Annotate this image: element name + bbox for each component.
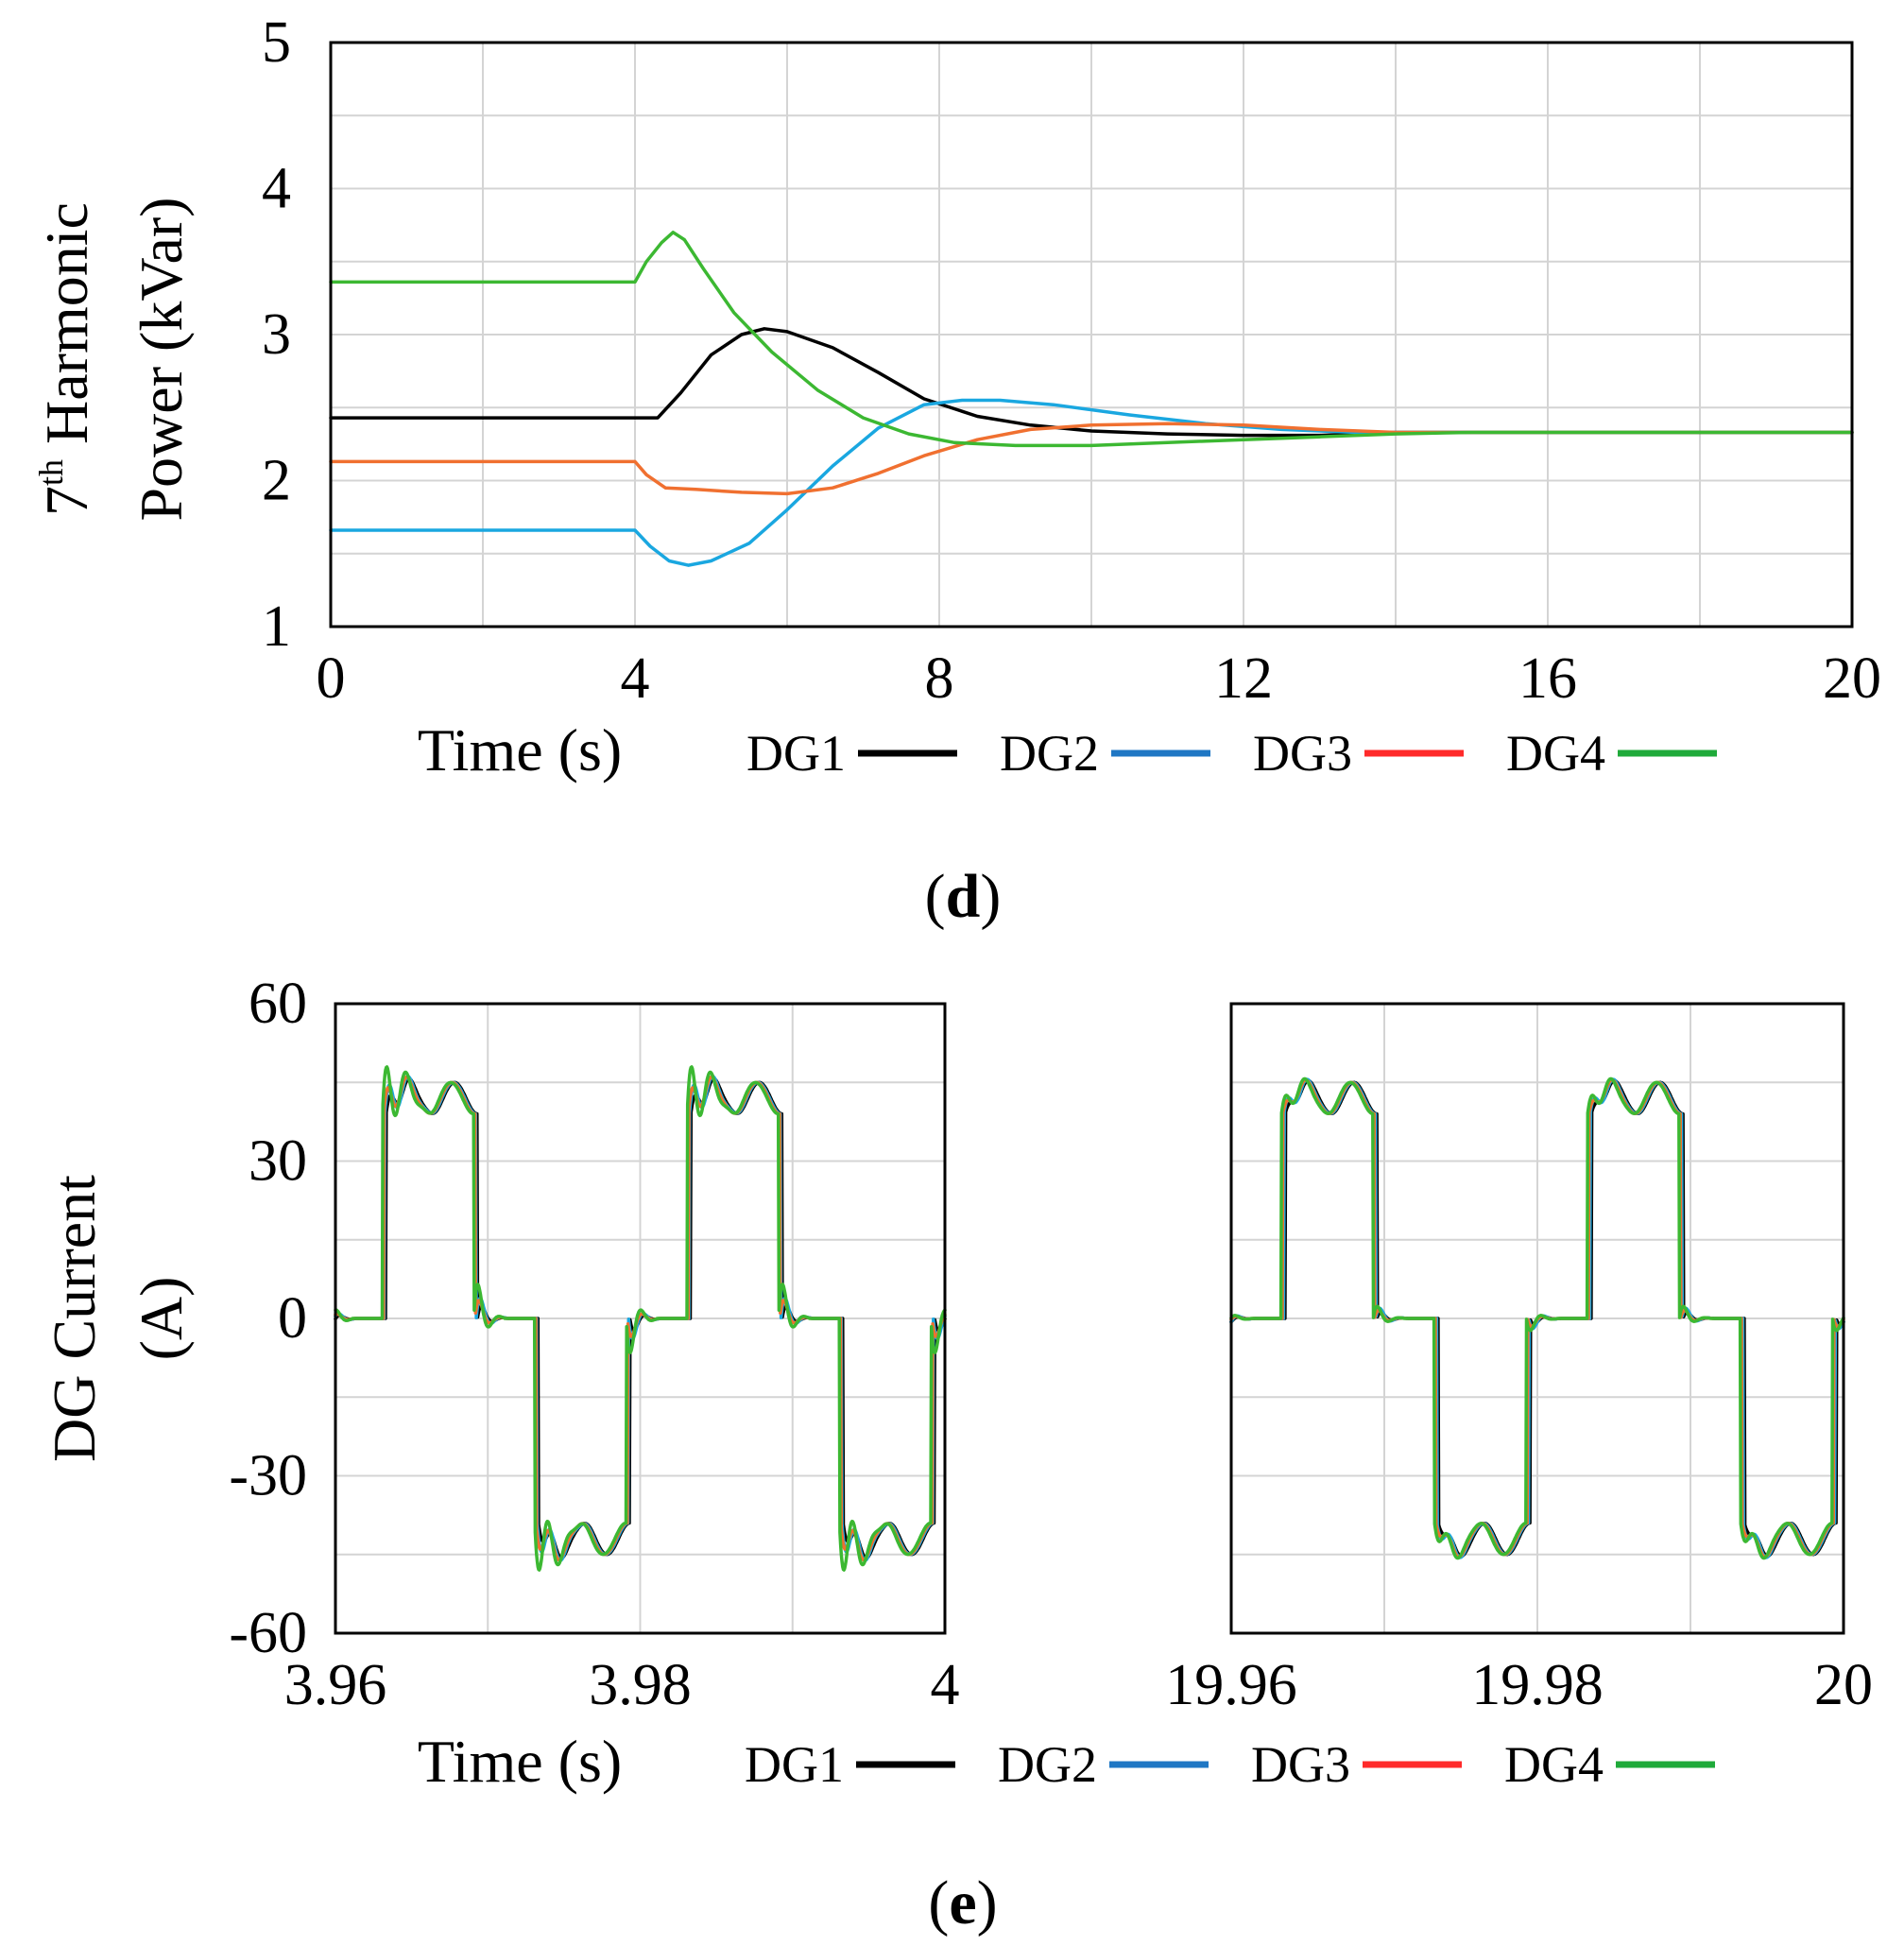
- panel-e-series-dg4: [334, 1065, 947, 1572]
- legend-label-dg3: DG3: [1251, 1736, 1350, 1793]
- panel-d-xtick: 8: [925, 646, 954, 711]
- legend-label-dg1: DG1: [745, 1736, 844, 1793]
- panel-d-ytick: 2: [262, 449, 291, 513]
- panel-e-left-series: [334, 1065, 947, 1572]
- panel-d-series-dg4: [329, 231, 1854, 448]
- panel-e-ylabel-line2: (A): [128, 1277, 195, 1361]
- panel-d-ylabel-rest: Harmonic: [33, 202, 100, 459]
- panel-d-xtick: 0: [317, 646, 346, 711]
- panel-e-ytick: -30: [229, 1444, 307, 1508]
- panel-d-plot-frame: [329, 41, 1854, 629]
- panel-e-left-plot-frame: [334, 1002, 947, 1635]
- panel-d-ylabel-line2: Power (kVar): [128, 198, 195, 522]
- panel-d-legend: DG1 DG2 DG3 DG4: [746, 725, 1717, 782]
- panel-e-right-series: [1229, 1076, 1845, 1560]
- panel-e-right-ticks: 19.96 19.98 20: [1165, 1653, 1873, 1717]
- panel-e-xtick: 3.98: [589, 1653, 692, 1717]
- panel-d-ylabel-num: 7: [33, 486, 100, 516]
- panel-d-series-dg2: [329, 398, 1854, 567]
- panel-e-left-ticks: 3.96 3.98 4 60 30 0 -30 -60: [229, 972, 959, 1717]
- panel-e-xtick: 4: [931, 1653, 960, 1717]
- panel-e-xtick: 19.98: [1471, 1653, 1604, 1717]
- panel-e-ylabel-line1: DG Current: [41, 1175, 108, 1462]
- legend-label-dg2: DG2: [998, 1736, 1097, 1793]
- caption-e-letter: e: [949, 1869, 976, 1937]
- panel-d-ytick: 5: [262, 10, 291, 75]
- panel-e-legend: DG1 DG2 DG3 DG4: [745, 1736, 1715, 1793]
- panel-e-xtick: 3.96: [284, 1653, 387, 1717]
- panel-d-xtick: 20: [1823, 646, 1881, 711]
- caption-d: (d): [925, 862, 1002, 931]
- panel-e-ytick: 0: [278, 1286, 307, 1351]
- caption-e: (e): [928, 1869, 997, 1937]
- panel-e-series-dg4: [1229, 1076, 1845, 1560]
- panel-d-ytick: 4: [262, 157, 291, 221]
- panel-d-ylabel-sup: th: [32, 459, 70, 486]
- legend-label-dg2: DG2: [1000, 725, 1099, 782]
- panel-d-ytick: 3: [262, 302, 291, 367]
- panel-e-xtick: 19.96: [1165, 1653, 1297, 1717]
- panel-d-grid: [331, 43, 1852, 627]
- panel-d-series: [329, 231, 1854, 567]
- panel-e-dg-current: 3.96 3.98 4 60 30 0 -30 -60 19.96 19.98 20 DG Cur…: [41, 972, 1873, 1937]
- panel-e-xtick: 20: [1814, 1653, 1873, 1717]
- panel-d-xtick: 4: [621, 646, 650, 711]
- legend-label-dg3: DG3: [1253, 725, 1352, 782]
- panel-d-xlabel: Time (s): [418, 716, 622, 784]
- panel-e-ytick: -60: [229, 1601, 307, 1665]
- caption-d-letter: d: [946, 862, 981, 931]
- panel-d-xtick: 16: [1518, 646, 1577, 711]
- panel-e-xlabel: Time (s): [418, 1728, 622, 1795]
- legend-label-dg4: DG4: [1504, 1736, 1604, 1793]
- legend-label-dg4: DG4: [1506, 725, 1605, 782]
- legend-label-dg1: DG1: [746, 725, 846, 782]
- panel-d-ytick: 1: [262, 594, 291, 659]
- panel-d-xtick: 12: [1214, 646, 1273, 711]
- panel-e-ytick: 60: [249, 972, 307, 1036]
- panel-e-right-plot-frame: [1229, 1002, 1845, 1635]
- panel-e-ytick: 30: [249, 1129, 307, 1194]
- panel-d-ylabel-line1: 7th Harmonic: [32, 202, 100, 516]
- panel-d-series-dg3: [329, 422, 1854, 496]
